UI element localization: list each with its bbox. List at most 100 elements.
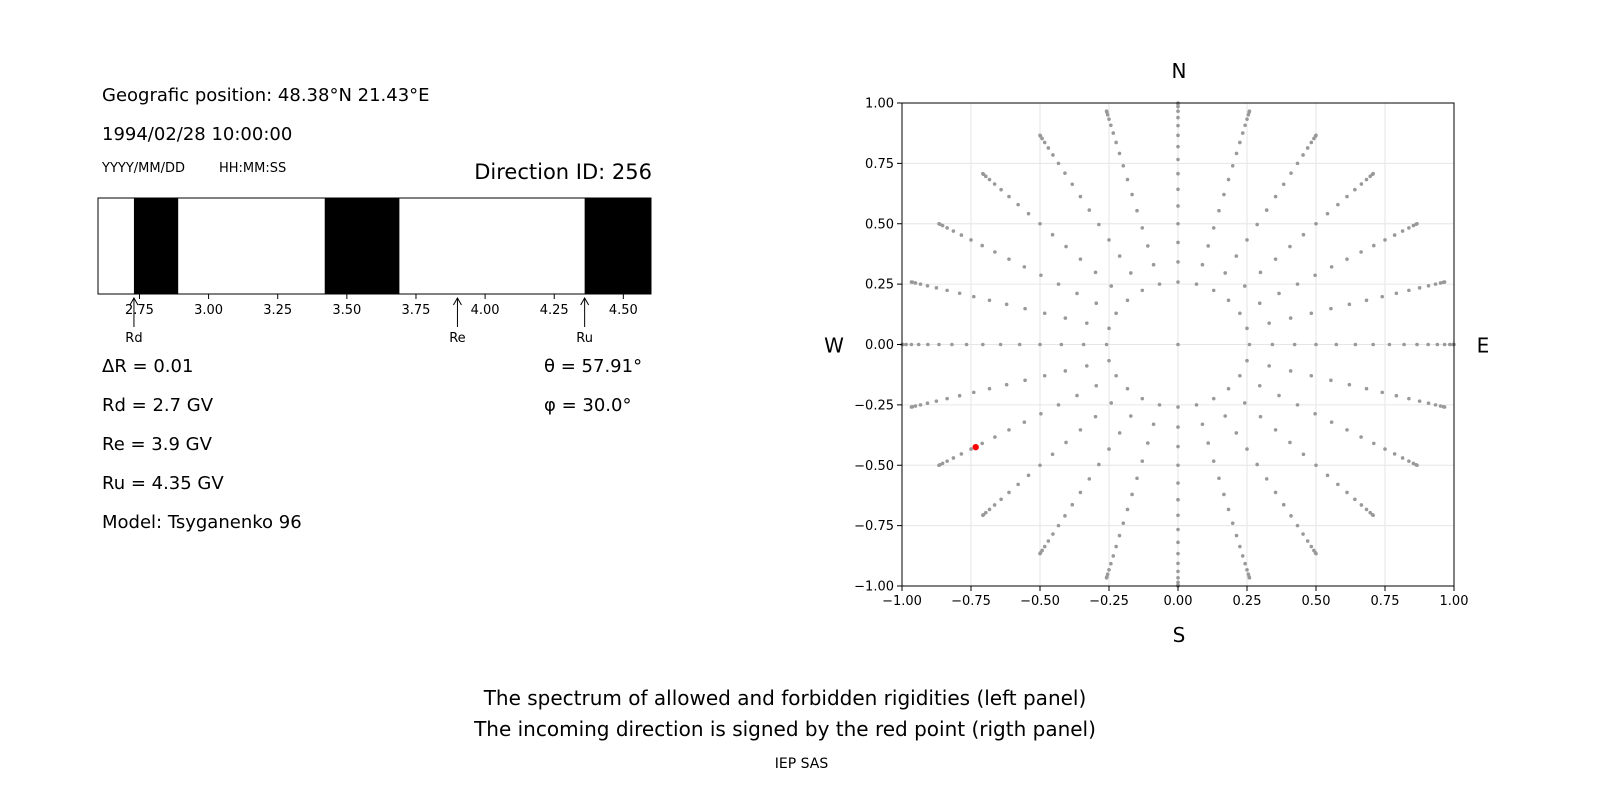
direction-point — [1364, 177, 1369, 182]
spectrum-frame — [97, 197, 652, 295]
direction-point — [1353, 187, 1357, 192]
direction-point — [1238, 544, 1242, 549]
direction-point — [1334, 342, 1339, 347]
direction-point — [1206, 244, 1210, 248]
direction-point — [1329, 306, 1333, 311]
direction-point — [1038, 133, 1042, 138]
direction-point — [1314, 551, 1318, 556]
direction-point — [1114, 373, 1118, 378]
direction-point — [1301, 532, 1305, 536]
direction-point — [937, 463, 941, 468]
direction-point — [1380, 294, 1385, 299]
direction-point — [1345, 428, 1349, 432]
direction-point — [1206, 441, 1210, 445]
map-y-tick-label: −0.75 — [854, 519, 894, 534]
direction-point — [987, 177, 992, 182]
direction-point — [1042, 140, 1047, 145]
direction-point — [1176, 221, 1180, 226]
direction-point — [1056, 161, 1061, 166]
direction-point — [1273, 428, 1278, 432]
direction-point — [1309, 544, 1314, 549]
direction-point — [1407, 459, 1411, 463]
direction-point — [1039, 273, 1043, 278]
direction-point — [1121, 164, 1126, 168]
direction-point — [1176, 575, 1180, 580]
direction-point — [1336, 202, 1340, 207]
direction-point — [1176, 497, 1180, 502]
direction-point — [1176, 569, 1180, 574]
direction-point — [1094, 301, 1099, 306]
direction-point — [1176, 425, 1180, 429]
direction-point — [1046, 146, 1051, 150]
direction-point — [1042, 311, 1047, 316]
direction-point — [1264, 477, 1269, 481]
direction-point — [1111, 131, 1116, 135]
direction-point — [1371, 441, 1376, 446]
model-name: Model: Tsyganenko 96 — [102, 512, 302, 533]
direction-point — [987, 507, 992, 512]
direction-point — [925, 283, 930, 288]
direction-point — [1247, 109, 1252, 114]
direction-point — [1107, 568, 1111, 572]
direction-point — [1426, 342, 1430, 347]
direction-point — [1117, 254, 1122, 258]
direction-point — [1146, 244, 1150, 248]
direction-point — [1238, 373, 1242, 378]
direction-point — [1038, 342, 1042, 347]
direction-point — [1023, 306, 1027, 311]
direction-point — [1016, 202, 1020, 207]
direction-point — [1004, 382, 1009, 387]
direction-point — [945, 459, 949, 463]
direction-point — [1364, 386, 1369, 391]
direction-point — [1243, 123, 1247, 128]
direction-point — [1295, 523, 1300, 528]
direction-point — [1223, 271, 1227, 275]
direction-point — [1176, 144, 1180, 149]
rd-value: Rd = 2.7 GV — [102, 395, 214, 416]
direction-point — [1056, 403, 1061, 407]
direction-point — [1046, 539, 1051, 543]
direction-point — [1038, 551, 1042, 556]
forbidden-band-1 — [133, 198, 179, 294]
direction-point — [999, 187, 1003, 192]
direction-point — [1277, 291, 1281, 296]
direction-point — [1176, 240, 1180, 245]
south-label: S — [1173, 623, 1186, 647]
direction-point — [940, 461, 945, 466]
direction-point — [1050, 452, 1055, 457]
direction-point — [1309, 373, 1314, 378]
direction-point — [1125, 177, 1130, 182]
direction-point — [1345, 194, 1349, 199]
direction-point — [1247, 575, 1252, 580]
direction-point — [1050, 232, 1055, 237]
direction-point — [1247, 342, 1252, 347]
direction-point — [1176, 104, 1180, 109]
map-y-tick-label: 0.25 — [865, 278, 894, 293]
direction-point — [1078, 194, 1083, 199]
direction-point — [1411, 461, 1416, 466]
direction-point — [1234, 151, 1239, 156]
direction-point — [1273, 194, 1278, 199]
direction-point — [1146, 441, 1150, 445]
direction-point — [1107, 358, 1111, 363]
direction-point — [1130, 492, 1134, 497]
direction-point — [1093, 414, 1098, 419]
direction-point — [1217, 208, 1221, 213]
direction-point — [1109, 401, 1114, 405]
direction-point — [1097, 222, 1101, 227]
ru-value: Ru = 4.35 GV — [102, 473, 224, 494]
direction-point — [1157, 403, 1162, 407]
direction-point — [1371, 342, 1375, 347]
direction-point — [1217, 476, 1221, 481]
direction-point — [1063, 369, 1068, 373]
direction-point — [1426, 283, 1431, 288]
direction-point — [1364, 507, 1369, 512]
direction-point — [1305, 146, 1310, 150]
direction-point — [1329, 420, 1334, 424]
direction-point — [1240, 131, 1245, 135]
direction-point — [1022, 265, 1027, 269]
direction-point — [1407, 226, 1411, 230]
direction-point — [1234, 431, 1239, 435]
north-label: N — [1172, 59, 1187, 83]
direction-point — [1394, 393, 1399, 398]
